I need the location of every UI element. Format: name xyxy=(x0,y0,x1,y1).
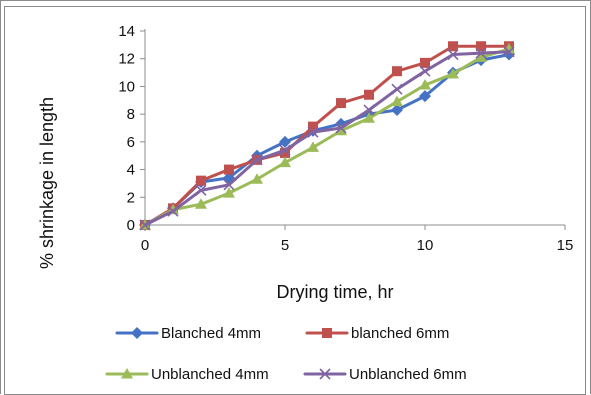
data-point xyxy=(391,83,403,95)
data-point xyxy=(419,65,431,77)
data-point xyxy=(447,67,459,79)
y-tick-label: 4 xyxy=(127,162,135,179)
legend-label: blanched 6mm xyxy=(351,325,449,342)
data-point xyxy=(280,147,290,158)
data-point xyxy=(391,95,403,107)
x-tick-label: 0 xyxy=(141,237,149,254)
legend-item: Unblanched 6mm xyxy=(303,366,467,383)
legend-item: Blanched 4mm xyxy=(115,325,261,342)
series-line xyxy=(143,50,511,227)
series-line xyxy=(143,47,511,227)
data-point xyxy=(391,103,403,116)
data-point xyxy=(307,141,319,152)
y-tick-label: 2 xyxy=(127,189,135,206)
data-point xyxy=(336,98,346,109)
legend-label: Unblanched 6mm xyxy=(349,366,467,383)
data-point xyxy=(279,156,291,168)
data-point xyxy=(447,48,459,61)
series-unblanched-4mm xyxy=(139,43,515,230)
y-tick-label: 12 xyxy=(118,51,135,68)
x-tick-label: 10 xyxy=(417,237,434,254)
data-point xyxy=(139,219,151,231)
legend-item: Unblanched 4mm xyxy=(105,366,269,383)
data-point xyxy=(475,51,487,62)
legend-marker xyxy=(322,328,332,338)
data-point xyxy=(307,126,319,138)
x-axis-title: Drying time, hr xyxy=(276,282,393,302)
data-point xyxy=(196,175,206,186)
data-point xyxy=(419,79,431,90)
data-point xyxy=(476,41,486,52)
data-point xyxy=(364,89,374,100)
legend-marker xyxy=(319,368,331,380)
data-point xyxy=(308,121,318,132)
y-tick-label: 0 xyxy=(127,217,135,234)
data-point xyxy=(279,135,291,148)
y-tick-label: 10 xyxy=(118,78,135,95)
x-tick-label: 5 xyxy=(281,237,289,254)
chart-area xyxy=(4,6,586,395)
data-point xyxy=(223,179,235,191)
data-point xyxy=(419,90,431,103)
data-point xyxy=(420,57,430,68)
data-point xyxy=(251,154,263,166)
data-point xyxy=(475,47,487,59)
legend-marker xyxy=(121,368,133,379)
data-point xyxy=(503,46,515,58)
legend-marker xyxy=(131,327,143,339)
data-point xyxy=(167,205,179,217)
data-point xyxy=(392,66,402,77)
legend-label: Blanched 4mm xyxy=(161,325,261,342)
legend-label: Unblanched 4mm xyxy=(151,366,269,383)
data-point xyxy=(335,124,347,136)
y-axis-title: % shrinkage in length xyxy=(37,97,57,269)
y-tick-label: 8 xyxy=(127,106,135,123)
data-point xyxy=(363,112,375,123)
series-unblanched-6mm xyxy=(139,46,515,231)
x-tick-label: 15 xyxy=(557,237,574,254)
data-point xyxy=(195,198,207,209)
data-point xyxy=(448,41,458,52)
data-point xyxy=(195,184,207,196)
y-tick-label: 14 xyxy=(118,23,135,40)
data-point xyxy=(223,187,235,198)
legend-item: blanched 6mm xyxy=(305,325,449,342)
data-point xyxy=(335,122,347,134)
data-point xyxy=(224,164,234,175)
data-point xyxy=(251,173,263,184)
data-point xyxy=(363,104,375,116)
y-tick-label: 6 xyxy=(127,134,135,151)
data-point xyxy=(279,144,291,156)
